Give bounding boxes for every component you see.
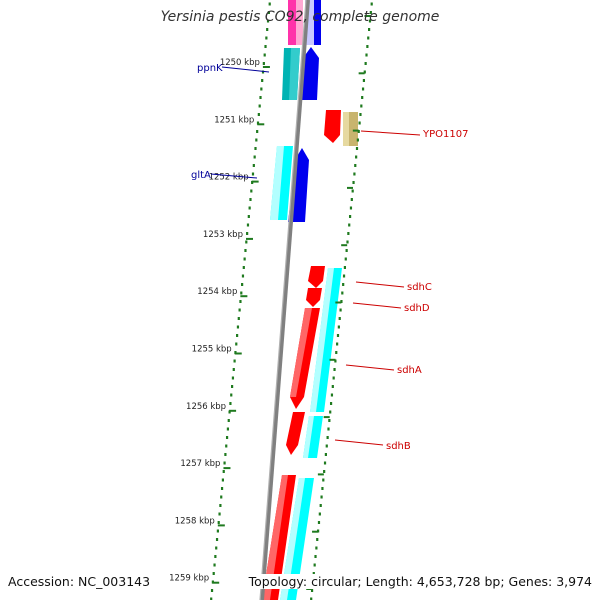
- gene-label-sdhc: sdhC: [355, 281, 432, 293]
- gene-name: gltA: [191, 170, 211, 181]
- ruler-tick-label: 1254 kbp: [197, 287, 237, 297]
- gene-arrow: [324, 110, 341, 143]
- ruler-tick: 1254 kbp: [197, 287, 248, 298]
- ruler-tick: 1253 kbp: [203, 230, 253, 240]
- ruler-tick-label: 1256 kbp: [186, 402, 226, 412]
- gene-label-sdhd: sdhD: [352, 302, 430, 314]
- gene-feature: [303, 416, 314, 458]
- gene-name: sdhC: [407, 282, 432, 293]
- ruler-tick: 1258 kbp: [175, 516, 225, 527]
- gene-label-ypo1107: YPO1107: [360, 129, 468, 140]
- ruler-tick-label: 1250 kbp: [220, 58, 260, 68]
- ruler-tick-label: 1257 kbp: [180, 459, 220, 469]
- minor-tick: [364, 15, 371, 17]
- leader-line: [210, 173, 258, 179]
- ruler-tick: 1256 kbp: [186, 402, 237, 412]
- gene-arrow: [306, 288, 322, 307]
- minor-tick: [329, 358, 336, 361]
- ruler-tick-label: 1251 kbp: [214, 115, 254, 125]
- map-title: Yersinia pestis CO92, complete genome: [160, 9, 440, 25]
- genome-backbone: [260, 0, 310, 600]
- ruler-tick: 1255 kbp: [192, 345, 242, 355]
- gene-feature: [289, 48, 300, 100]
- minor-tick: [335, 301, 342, 304]
- leader-line: [345, 364, 395, 371]
- ruler-tick-label: 1253 kbp: [203, 230, 243, 240]
- ruler-tick: 1251 kbp: [214, 115, 265, 126]
- ruler-tick-label: 1258 kbp: [175, 516, 215, 526]
- gene-arrow: [290, 308, 312, 397]
- gene-name: sdhB: [386, 441, 411, 452]
- ruler-tick-label: 1255 kbp: [192, 345, 232, 355]
- gene-feature: [270, 146, 284, 220]
- gene-feature: [280, 478, 305, 600]
- gene-label-ppnk: ppnK: [197, 63, 270, 74]
- gene-label-sdha: sdhA: [345, 364, 422, 376]
- gene-feature: [310, 268, 334, 412]
- gene-name: sdhA: [397, 365, 422, 376]
- accession-text: Accession: NC_003143: [8, 574, 151, 589]
- right-dotted-boundary: [310, 2, 373, 600]
- gene-label-glta: gltA: [191, 170, 258, 181]
- minor-tick: [317, 473, 324, 476]
- ruler-tick: 1250 kbp: [220, 58, 270, 68]
- ruler-tick-label: 1259 kbp: [169, 574, 209, 584]
- leader-line: [352, 302, 402, 309]
- ruler-tick: 1252 kbp: [209, 173, 259, 183]
- gene-label-sdhb: sdhB: [334, 439, 411, 452]
- ruler-tick: 1257 kbp: [180, 459, 231, 470]
- genome-backbone-highlight: [259, 0, 307, 600]
- minor-tick: [306, 588, 313, 590]
- gene-feature: [262, 475, 288, 600]
- minor-tick: [341, 244, 348, 247]
- leader-line: [355, 281, 405, 288]
- minor-tick: [352, 129, 359, 132]
- leader-line: [360, 130, 421, 136]
- ruler-tick: 1259 kbp: [169, 574, 220, 584]
- ruler-tick-label: 1252 kbp: [209, 173, 249, 183]
- gene-arrow: [308, 266, 325, 288]
- gene-arrow: [286, 412, 305, 455]
- minor-tick: [358, 72, 365, 75]
- leader-line: [221, 66, 270, 73]
- minor-tick: [346, 186, 353, 189]
- minor-tick: [323, 416, 330, 419]
- left-dotted-boundary: [210, 2, 271, 600]
- gene-name: YPO1107: [422, 129, 468, 140]
- genome-summary-text: Topology: circular; Length: 4,653,728 bp…: [248, 574, 592, 589]
- minor-tick: [312, 530, 319, 533]
- gene-name: sdhD: [404, 303, 430, 314]
- gene-feature: [343, 112, 349, 146]
- gene-arrow: [301, 47, 319, 100]
- gene-feature: [296, 0, 303, 45]
- gene-name: ppnK: [197, 63, 223, 74]
- gene-feature: [305, 0, 314, 45]
- leader-line: [334, 439, 384, 446]
